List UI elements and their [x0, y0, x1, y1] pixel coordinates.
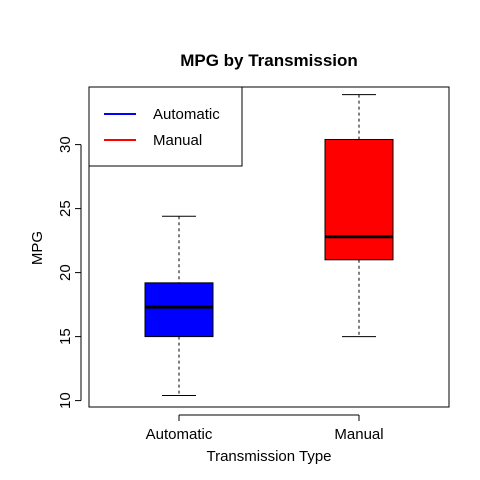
iqr-box	[144, 282, 214, 338]
x-axis-label: Transmission Type	[206, 448, 331, 465]
iqr-box	[324, 138, 394, 261]
y-axis: 10 15 20 25 30	[57, 136, 82, 409]
y-tick-label: 15	[57, 328, 74, 345]
x-axis: Automatic Manual	[146, 414, 384, 443]
x-tick-label: Automatic	[146, 426, 213, 443]
chart-title: MPG by Transmission	[180, 51, 358, 70]
box-automatic	[144, 215, 214, 396]
box-manual	[324, 94, 394, 338]
x-tick-label: Manual	[334, 426, 383, 443]
legend: Automatic Manual	[88, 86, 243, 167]
y-tick-label: 25	[57, 200, 74, 217]
plot-frame	[88, 86, 450, 408]
y-tick-label: 20	[57, 264, 74, 281]
boxes	[144, 94, 394, 396]
y-axis-label: MPG	[29, 231, 46, 265]
legend-box	[88, 86, 243, 167]
legend-label: Manual	[153, 132, 202, 149]
legend-label: Automatic	[153, 106, 220, 123]
y-tick-label: 30	[57, 136, 74, 153]
y-tick-label: 10	[57, 392, 74, 409]
